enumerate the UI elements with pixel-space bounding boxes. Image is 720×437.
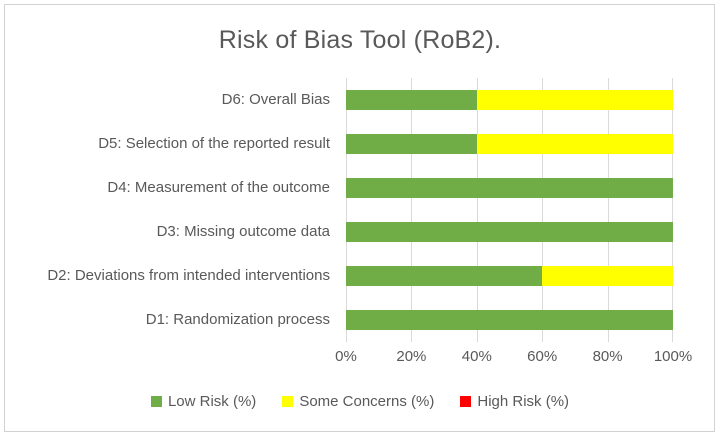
- legend-label: Low Risk (%): [167, 393, 257, 410]
- chart-frame: [4, 4, 715, 432]
- category-label: D6: Overall Bias: [221, 91, 330, 108]
- bar-segment-low-risk: [346, 266, 543, 286]
- bar-track: [346, 134, 673, 154]
- bar-row: [346, 166, 673, 210]
- x-tick-label: 40%: [461, 348, 492, 365]
- category-label: D4: Measurement of the outcome: [107, 179, 330, 196]
- x-tick-label: 0%: [335, 348, 357, 365]
- bar-segment-some-concerns: [542, 266, 673, 286]
- bar-segment-low-risk: [346, 134, 477, 154]
- bar-track: [346, 90, 673, 110]
- bar-segment-low-risk: [346, 178, 673, 198]
- x-axis: 0% 20% 40% 60% 80% 100%: [0, 348, 720, 368]
- category-label: D2: Deviations from intended interventio…: [47, 267, 330, 284]
- bar-segment-low-risk: [346, 90, 477, 110]
- legend-item-low-risk: Low Risk (%): [150, 393, 257, 410]
- category-label: D5: Selection of the reported result: [98, 135, 330, 152]
- bar-row: [346, 298, 673, 342]
- plot-area: [346, 78, 673, 342]
- bar-track: [346, 222, 673, 242]
- gridline-100%: [672, 78, 673, 342]
- legend-item-high-risk: High Risk (%): [460, 393, 569, 410]
- category-axis: D6: Overall Bias D5: Selection of the rep…: [0, 78, 338, 342]
- chart-title: Risk of Bias Tool (RoB2).: [218, 26, 502, 54]
- x-tick-label: 80%: [592, 348, 623, 365]
- bar-track: [346, 266, 673, 286]
- gridline-60%: [542, 78, 544, 342]
- bar-track: [346, 178, 673, 198]
- bar-segment-low-risk: [346, 222, 673, 242]
- gridline-40%: [476, 78, 478, 342]
- bar-rows: [346, 78, 673, 342]
- x-tick-label: 20%: [396, 348, 427, 365]
- bar-row: [346, 210, 673, 254]
- category-label: D3: Missing outcome data: [156, 223, 330, 240]
- category-label: D1: Randomization process: [145, 311, 330, 328]
- bar-segment-some-concerns: [476, 134, 673, 154]
- gridline-80%: [607, 78, 609, 342]
- legend-label: Some Concerns (%): [299, 393, 435, 410]
- bar-row: [346, 78, 673, 122]
- legend: Low Risk (%) Some Concerns (%) High Risk (…: [0, 393, 720, 410]
- legend-item-some-concerns: Some Concerns (%): [282, 393, 434, 410]
- x-tick-label: 60%: [527, 348, 558, 365]
- gridline-0%: [346, 78, 347, 342]
- legend-swatch-icon: [150, 396, 162, 407]
- bar-row: [346, 122, 673, 166]
- bar-row: [346, 254, 673, 298]
- bar-segment-some-concerns: [476, 90, 673, 110]
- bar-track: [346, 310, 673, 330]
- legend-swatch-icon: [282, 396, 294, 407]
- x-tick-label: 100%: [653, 348, 693, 365]
- legend-swatch-icon: [460, 396, 472, 407]
- bar-segment-low-risk: [346, 310, 673, 330]
- legend-label: High Risk (%): [477, 393, 570, 410]
- gridline-20%: [411, 78, 413, 342]
